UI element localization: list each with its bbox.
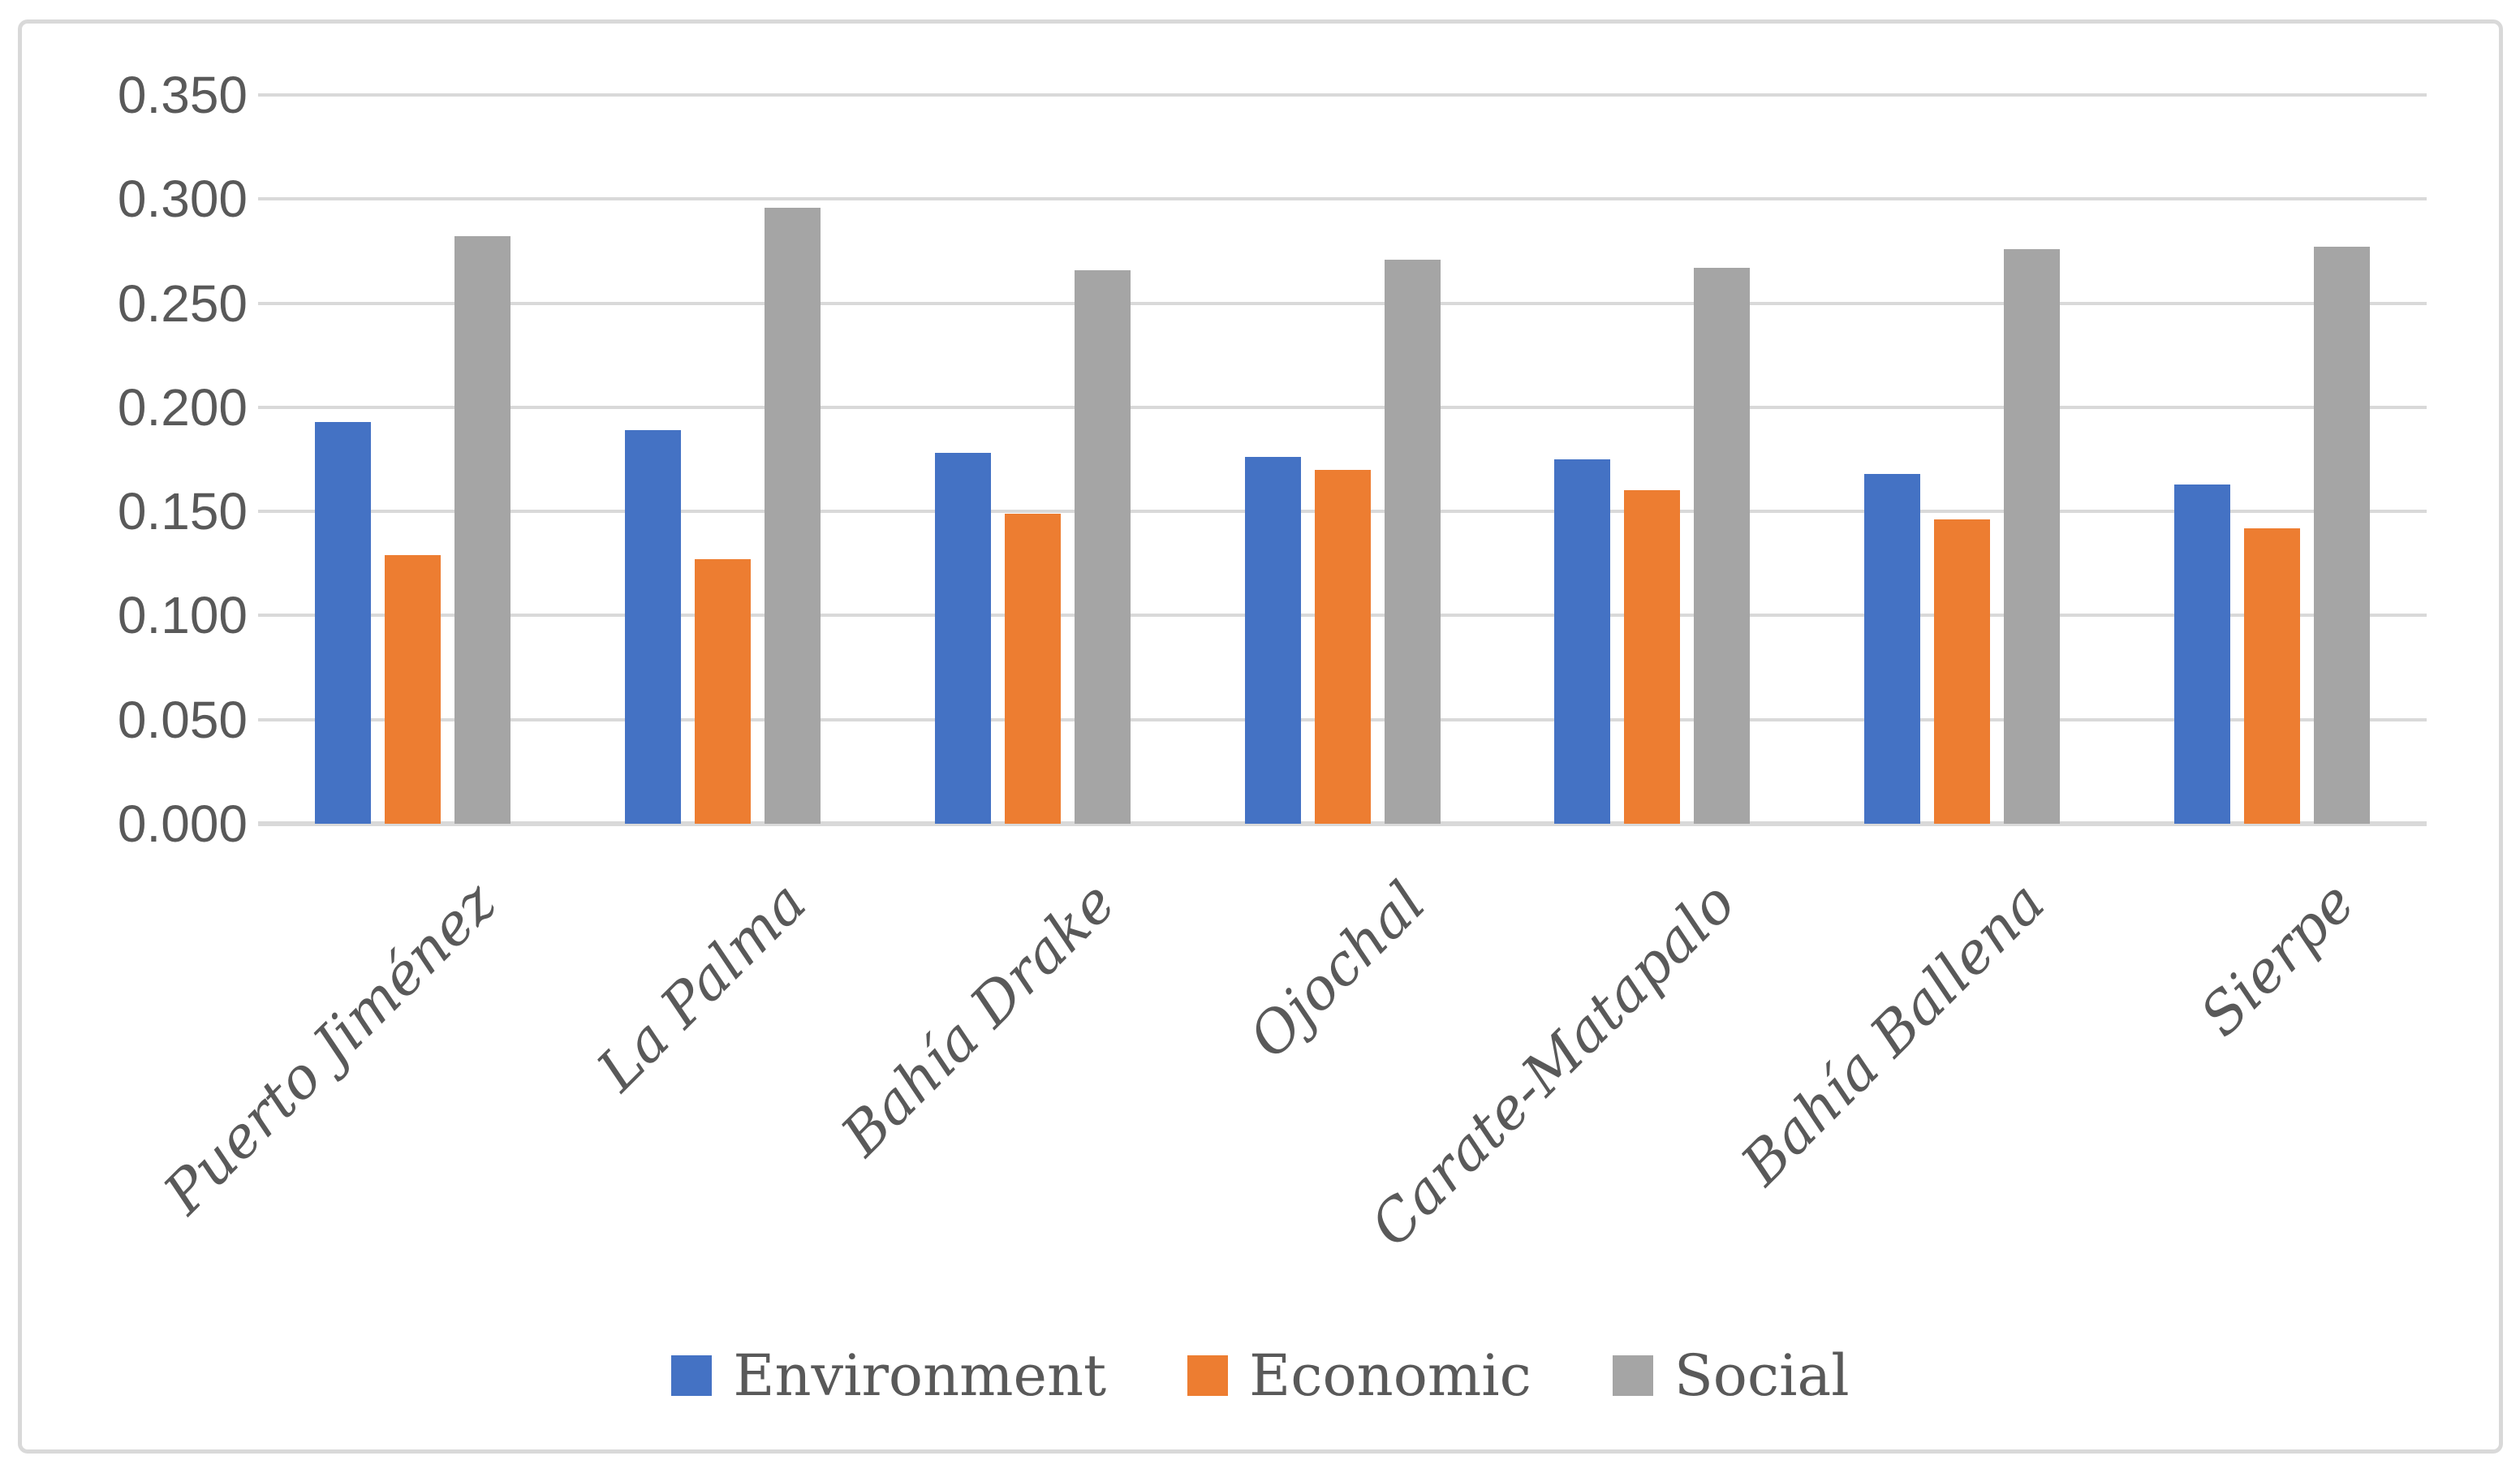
bar-economic-la-palma — [695, 559, 751, 824]
bar-environment-puerto-jim-nez — [315, 422, 371, 824]
legend-item-social: Social — [1612, 1342, 1850, 1409]
y-axis-tick-label: 0.050 — [117, 691, 248, 749]
bar-economic-ojochal — [1315, 470, 1371, 824]
bar-environment-ojochal — [1245, 457, 1301, 824]
bar-environment-la-palma — [625, 430, 681, 824]
bar-social-bah-a-drake — [1075, 270, 1131, 824]
y-axis-tick-label: 0.350 — [117, 66, 248, 124]
gridline — [258, 93, 2427, 97]
legend: Environment Economic Social — [22, 1345, 2499, 1406]
y-axis-tick-label: 0.200 — [117, 378, 248, 437]
bar-environment-carate-matapalo — [1554, 459, 1610, 824]
bar-environment-bah-a-ballena — [1864, 474, 1920, 824]
legend-label-economic: Economic — [1249, 1342, 1531, 1409]
y-axis-tick-label: 0.250 — [117, 274, 248, 333]
legend-item-economic: Economic — [1187, 1345, 1531, 1406]
gridline-baseline — [258, 821, 2427, 826]
bar-social-la-palma — [765, 208, 821, 824]
legend-swatch-social — [1612, 1355, 1653, 1396]
y-axis-tick-label: 0.000 — [117, 795, 248, 853]
bar-social-ojochal — [1385, 260, 1441, 824]
legend-label-environment: Environment — [733, 1342, 1107, 1409]
gridline — [258, 197, 2427, 200]
gridline — [258, 406, 2427, 409]
bar-social-puerto-jim-nez — [454, 236, 510, 824]
legend-swatch-economic — [1187, 1355, 1229, 1396]
y-axis-tick-label: 0.300 — [117, 170, 248, 228]
chart-frame: 0.000 0.050 0.100 0.150 0.200 0.250 0.300 0.350… — [18, 19, 2503, 1454]
y-axis-tick-label: 0.150 — [117, 482, 248, 541]
bar-economic-puerto-jim-nez — [385, 555, 441, 824]
bar-environment-bah-a-drake — [935, 453, 991, 824]
bar-social-bah-a-ballena — [2004, 249, 2060, 824]
legend-swatch-environment — [671, 1355, 713, 1396]
bar-economic-sierpe — [2244, 528, 2300, 824]
bar-economic-bah-a-ballena — [1934, 519, 1990, 824]
bar-economic-carate-matapalo — [1624, 490, 1680, 824]
legend-label-social: Social — [1674, 1342, 1850, 1409]
bar-economic-bah-a-drake — [1005, 514, 1061, 824]
y-axis-tick-label: 0.100 — [117, 586, 248, 644]
bar-social-sierpe — [2314, 247, 2370, 824]
bar-environment-sierpe — [2174, 485, 2230, 824]
gridline — [258, 302, 2427, 305]
legend-item-environment: Environment — [671, 1345, 1106, 1406]
bar-social-carate-matapalo — [1694, 268, 1750, 824]
